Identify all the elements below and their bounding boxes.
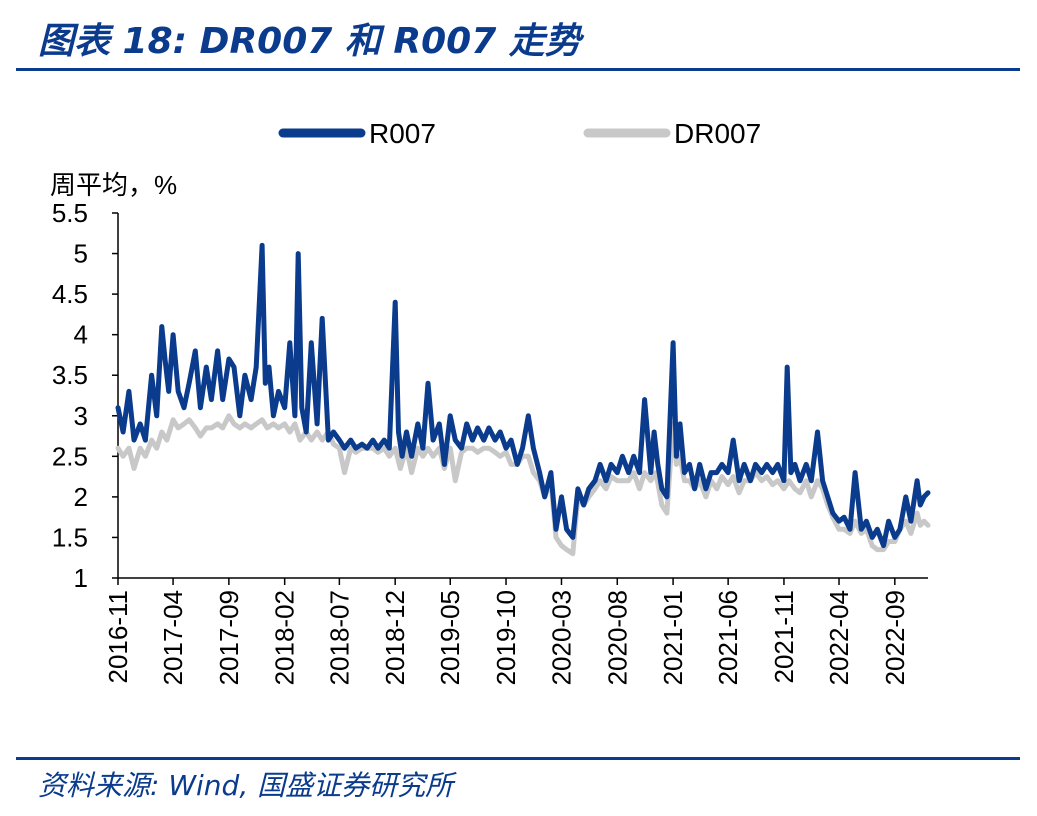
legend-label-dr007: DR007	[674, 118, 761, 149]
x-tick-label: 2020-08	[602, 590, 632, 685]
x-tick-label: 2018-07	[324, 590, 354, 685]
y-tick-label: 2	[74, 482, 88, 512]
x-tick-label: 2017-04	[158, 590, 188, 685]
bottom-divider	[16, 757, 1020, 760]
legend-label-r007: R007	[369, 118, 436, 149]
x-tick-label: 2021-11	[769, 590, 799, 684]
x-tick-label: 2019-10	[491, 590, 521, 685]
y-axis: 5.5 5 4.5 4 3.5 3 2.5 2 1.5 1	[52, 198, 119, 593]
y-tick-label: 4	[74, 320, 88, 350]
series-line-r007	[115, 242, 931, 549]
y-tick-label: 4.5	[52, 279, 88, 309]
x-tick-label: 2016-11	[103, 590, 133, 684]
y-axis-label: 周平均，%	[50, 170, 177, 200]
y-tick-label: 5	[74, 239, 88, 269]
x-axis: 2016-11 2017-04 2017-09 2018-02 2018-07 2018-…	[103, 577, 928, 685]
x-tick-label: 2022-09	[880, 590, 910, 685]
y-tick-label: 3	[74, 401, 88, 431]
x-tick-label: 2018-02	[270, 590, 300, 685]
x-tick-label: 2018-12	[380, 590, 410, 685]
y-tick-label: 3.5	[52, 360, 88, 390]
page-title: 图表 18: DR007 和 R007 走势	[38, 21, 581, 62]
y-tick-label: 5.5	[52, 198, 88, 228]
source-note: 资料来源: Wind, 国盛证券研究所	[38, 769, 454, 802]
top-divider	[16, 68, 1020, 71]
x-tick-label: 2022-04	[824, 590, 854, 685]
series-line-dr007	[115, 413, 931, 557]
y-tick-label: 2.5	[52, 441, 88, 471]
x-tick-label: 2017-09	[214, 590, 244, 685]
x-tick-label: 2019-05	[435, 590, 465, 685]
x-tick-label: 2020-03	[546, 590, 576, 685]
y-tick-label: 1.5	[52, 522, 88, 552]
series-layer	[115, 242, 931, 557]
x-tick-label: 2021-01	[658, 590, 688, 685]
y-tick-label: 1	[74, 563, 88, 593]
x-tick-label: 2021-06	[713, 590, 743, 685]
chart-legend: R007 DR007	[278, 118, 761, 149]
